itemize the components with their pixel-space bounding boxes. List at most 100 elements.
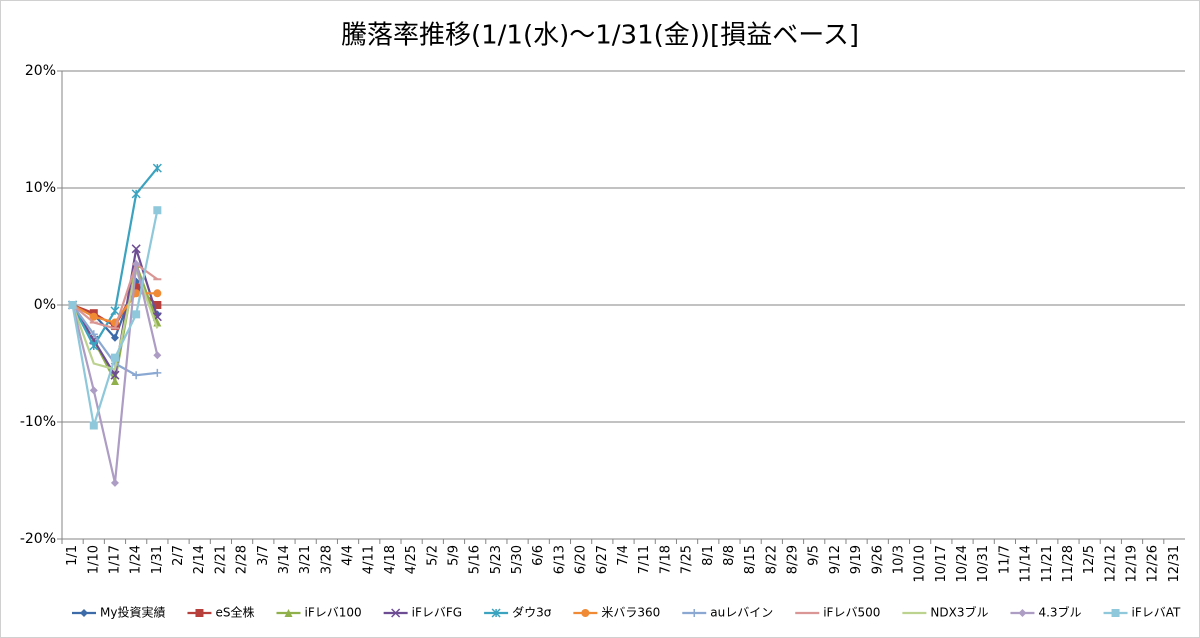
x-tick-label: 1/10 [86, 545, 101, 574]
x-tick-label: 8/29 [786, 545, 801, 574]
x-tick-label: 12/31 [1167, 545, 1182, 582]
marker [153, 351, 162, 360]
y-tick-label: 0% [34, 297, 56, 313]
marker [391, 608, 401, 618]
marker [491, 608, 501, 618]
x-tick-label: 12/19 [1125, 545, 1140, 582]
marker [131, 244, 141, 254]
marker [284, 609, 293, 617]
marker [80, 609, 88, 617]
legend-label: My投資実績 [100, 605, 165, 620]
marker [1018, 609, 1027, 617]
x-tick-label: 1/1 [65, 545, 80, 566]
x-tick-label: 3/7 [256, 545, 271, 566]
marker [89, 312, 98, 321]
x-tick-label: 10/31 [976, 545, 991, 582]
x-tick-label: 8/1 [701, 545, 716, 566]
x-tick-label: 12/5 [1082, 545, 1097, 574]
marker [153, 301, 162, 309]
x-tick-label: 4/18 [383, 545, 398, 574]
marker [690, 609, 699, 617]
x-tick-label: 6/13 [552, 545, 567, 574]
x-tick-label: 9/5 [807, 545, 822, 566]
x-tick-label: 9/19 [849, 545, 864, 574]
x-tick-label: 2/28 [235, 545, 250, 574]
legend-item: eS全株 [187, 605, 254, 620]
marker [110, 353, 119, 362]
marker [153, 289, 162, 298]
x-tick-label: 7/11 [637, 545, 652, 574]
legend-label: iFレバAT [1132, 606, 1182, 620]
x-tick-label: 10/3 [891, 545, 906, 574]
legend-item: iFレバAT [1103, 606, 1182, 620]
x-tick-label: 11/7 [997, 545, 1012, 574]
x-tick-label: 12/12 [1103, 545, 1118, 582]
x-tick-label: 11/28 [1061, 545, 1076, 582]
x-tick-label: 1/24 [129, 545, 144, 574]
x-tick-label: 10/17 [934, 545, 949, 582]
marker [89, 421, 98, 430]
legend-label: iFレバ100 [304, 606, 361, 620]
x-tick-label: 5/30 [510, 545, 525, 574]
chart-title: 騰落率推移(1/1(水)～1/31(金))[損益ベース] [341, 21, 859, 51]
legend-label: 米バラ360 [601, 606, 660, 620]
x-tick-label: 7/18 [658, 545, 673, 574]
x-tick-label: 4/11 [362, 545, 377, 574]
x-tick-label: 9/12 [828, 545, 843, 574]
marker [153, 206, 162, 215]
x-tick-label: 5/23 [489, 545, 504, 574]
legend-item: iFレバ100 [276, 606, 362, 620]
x-tick-label: 8/22 [764, 545, 779, 574]
marker [110, 478, 119, 487]
marker [581, 609, 590, 617]
legend-item: NDX3ブル [902, 605, 988, 620]
x-tick-label: 6/6 [531, 545, 546, 566]
marker [152, 163, 162, 173]
x-tick-label: 4/4 [341, 545, 356, 566]
legend-label: iFレバ500 [823, 606, 880, 620]
x-tick-label: 2/7 [171, 545, 186, 566]
x-tick-label: 11/21 [1040, 545, 1055, 582]
legend-label: auレバイン [710, 606, 773, 620]
x-tick-label: 10/24 [955, 545, 970, 582]
marker [153, 368, 162, 377]
x-tick-label: 3/28 [319, 545, 334, 574]
marker [89, 341, 99, 351]
x-tick-label: 10/10 [913, 545, 928, 582]
x-tick-label: 1/31 [150, 545, 165, 574]
x-tick-label: 11/14 [1019, 545, 1034, 582]
legend-label: ダウ3σ [512, 605, 552, 620]
x-tick-label: 8/8 [722, 545, 737, 566]
marker [68, 301, 77, 309]
x-tick-label: 9/26 [870, 545, 885, 574]
legend-item: ダウ3σ [484, 605, 552, 620]
marker [195, 609, 204, 617]
x-tick-label: 7/25 [680, 545, 695, 574]
legend-item: My投資実績 [72, 605, 165, 620]
legend-label: NDX3ブル [930, 605, 988, 620]
marker [132, 310, 141, 319]
marker [110, 333, 119, 342]
x-tick-label: 5/16 [468, 545, 483, 574]
marker [110, 377, 119, 386]
y-tick-label: -20% [20, 531, 56, 547]
x-tick-label: 12/26 [1146, 545, 1161, 582]
legend-item: 4.3ブル [1010, 605, 1082, 620]
y-tick-label: 20% [25, 63, 56, 79]
marker [89, 330, 98, 339]
x-tick-label: 2/14 [192, 545, 207, 574]
x-tick-label: 8/15 [743, 545, 758, 574]
marker [89, 386, 98, 395]
legend-item: iFレバ500 [795, 606, 880, 620]
y-tick-label: -10% [20, 414, 56, 430]
legend-label: eS全株 [215, 605, 254, 620]
x-tick-label: 7/4 [616, 545, 631, 566]
marker [132, 260, 141, 269]
x-tick-label: 5/9 [446, 545, 461, 566]
y-tick-label: 10% [25, 180, 56, 196]
marker [131, 189, 141, 199]
legend-item: iFレバFG [383, 606, 462, 620]
marker [110, 370, 120, 380]
legend-label: 4.3ブル [1038, 605, 1081, 620]
